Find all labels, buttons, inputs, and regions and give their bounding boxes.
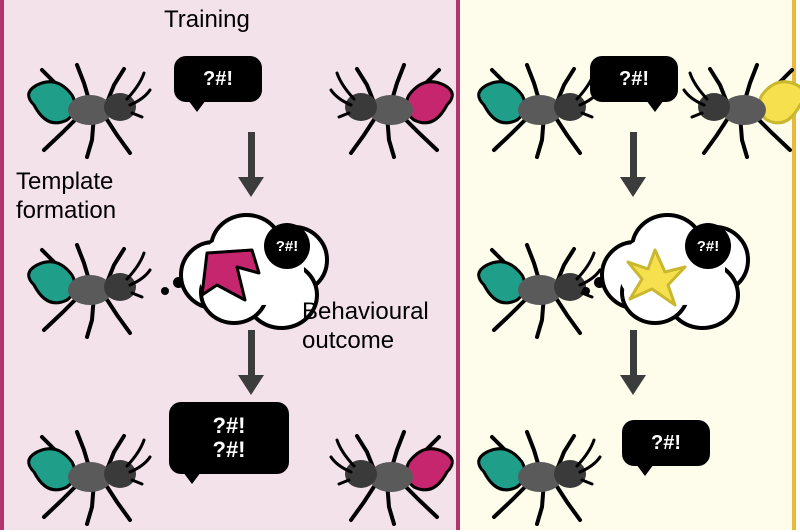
diagram-container: Training ?#! Templateformation ?#!: [0, 0, 800, 530]
speech-bot-left: ?#!?#!: [169, 402, 289, 474]
ant-top-left-r: [472, 55, 602, 165]
ant-top-right-r: [682, 55, 800, 165]
speech-top-left: ?#!: [174, 56, 262, 102]
thought-symbol: ?#!: [685, 223, 731, 269]
arrow-2-left: [248, 330, 255, 380]
ant-top-left: [22, 55, 152, 165]
speech-top-right: ?#!: [590, 56, 678, 102]
arrow-1-left: [248, 132, 255, 182]
thought-bubble-right: ?#!: [590, 205, 750, 335]
template-shape-yellow: [620, 247, 690, 309]
speech-text: ?#!: [651, 432, 681, 454]
speech-bot-right: ?#!: [622, 420, 710, 466]
speech-text: ?#!: [203, 68, 233, 90]
ant-mid-left: [22, 235, 152, 345]
arrow-2-right: [630, 330, 637, 380]
label-template: Templateformation: [16, 168, 116, 226]
label-training: Training: [164, 6, 250, 34]
ant-bot-left: [22, 422, 152, 532]
arrow-1-right: [630, 132, 637, 182]
label-outcome: Behaviouraloutcome: [302, 298, 429, 356]
ant-bot-left-r: [472, 422, 602, 532]
ant-top-right: [329, 55, 459, 165]
speech-text: ?#!?#!: [213, 414, 246, 462]
panel-left: Training ?#! Templateformation ?#!: [0, 0, 460, 530]
panel-right: ?#! ?#! ?#!: [460, 0, 796, 530]
template-shape-magenta: [197, 245, 267, 310]
thought-symbol: ?#!: [264, 223, 310, 269]
speech-text: ?#!: [619, 68, 649, 90]
ant-bot-right: [329, 422, 459, 532]
